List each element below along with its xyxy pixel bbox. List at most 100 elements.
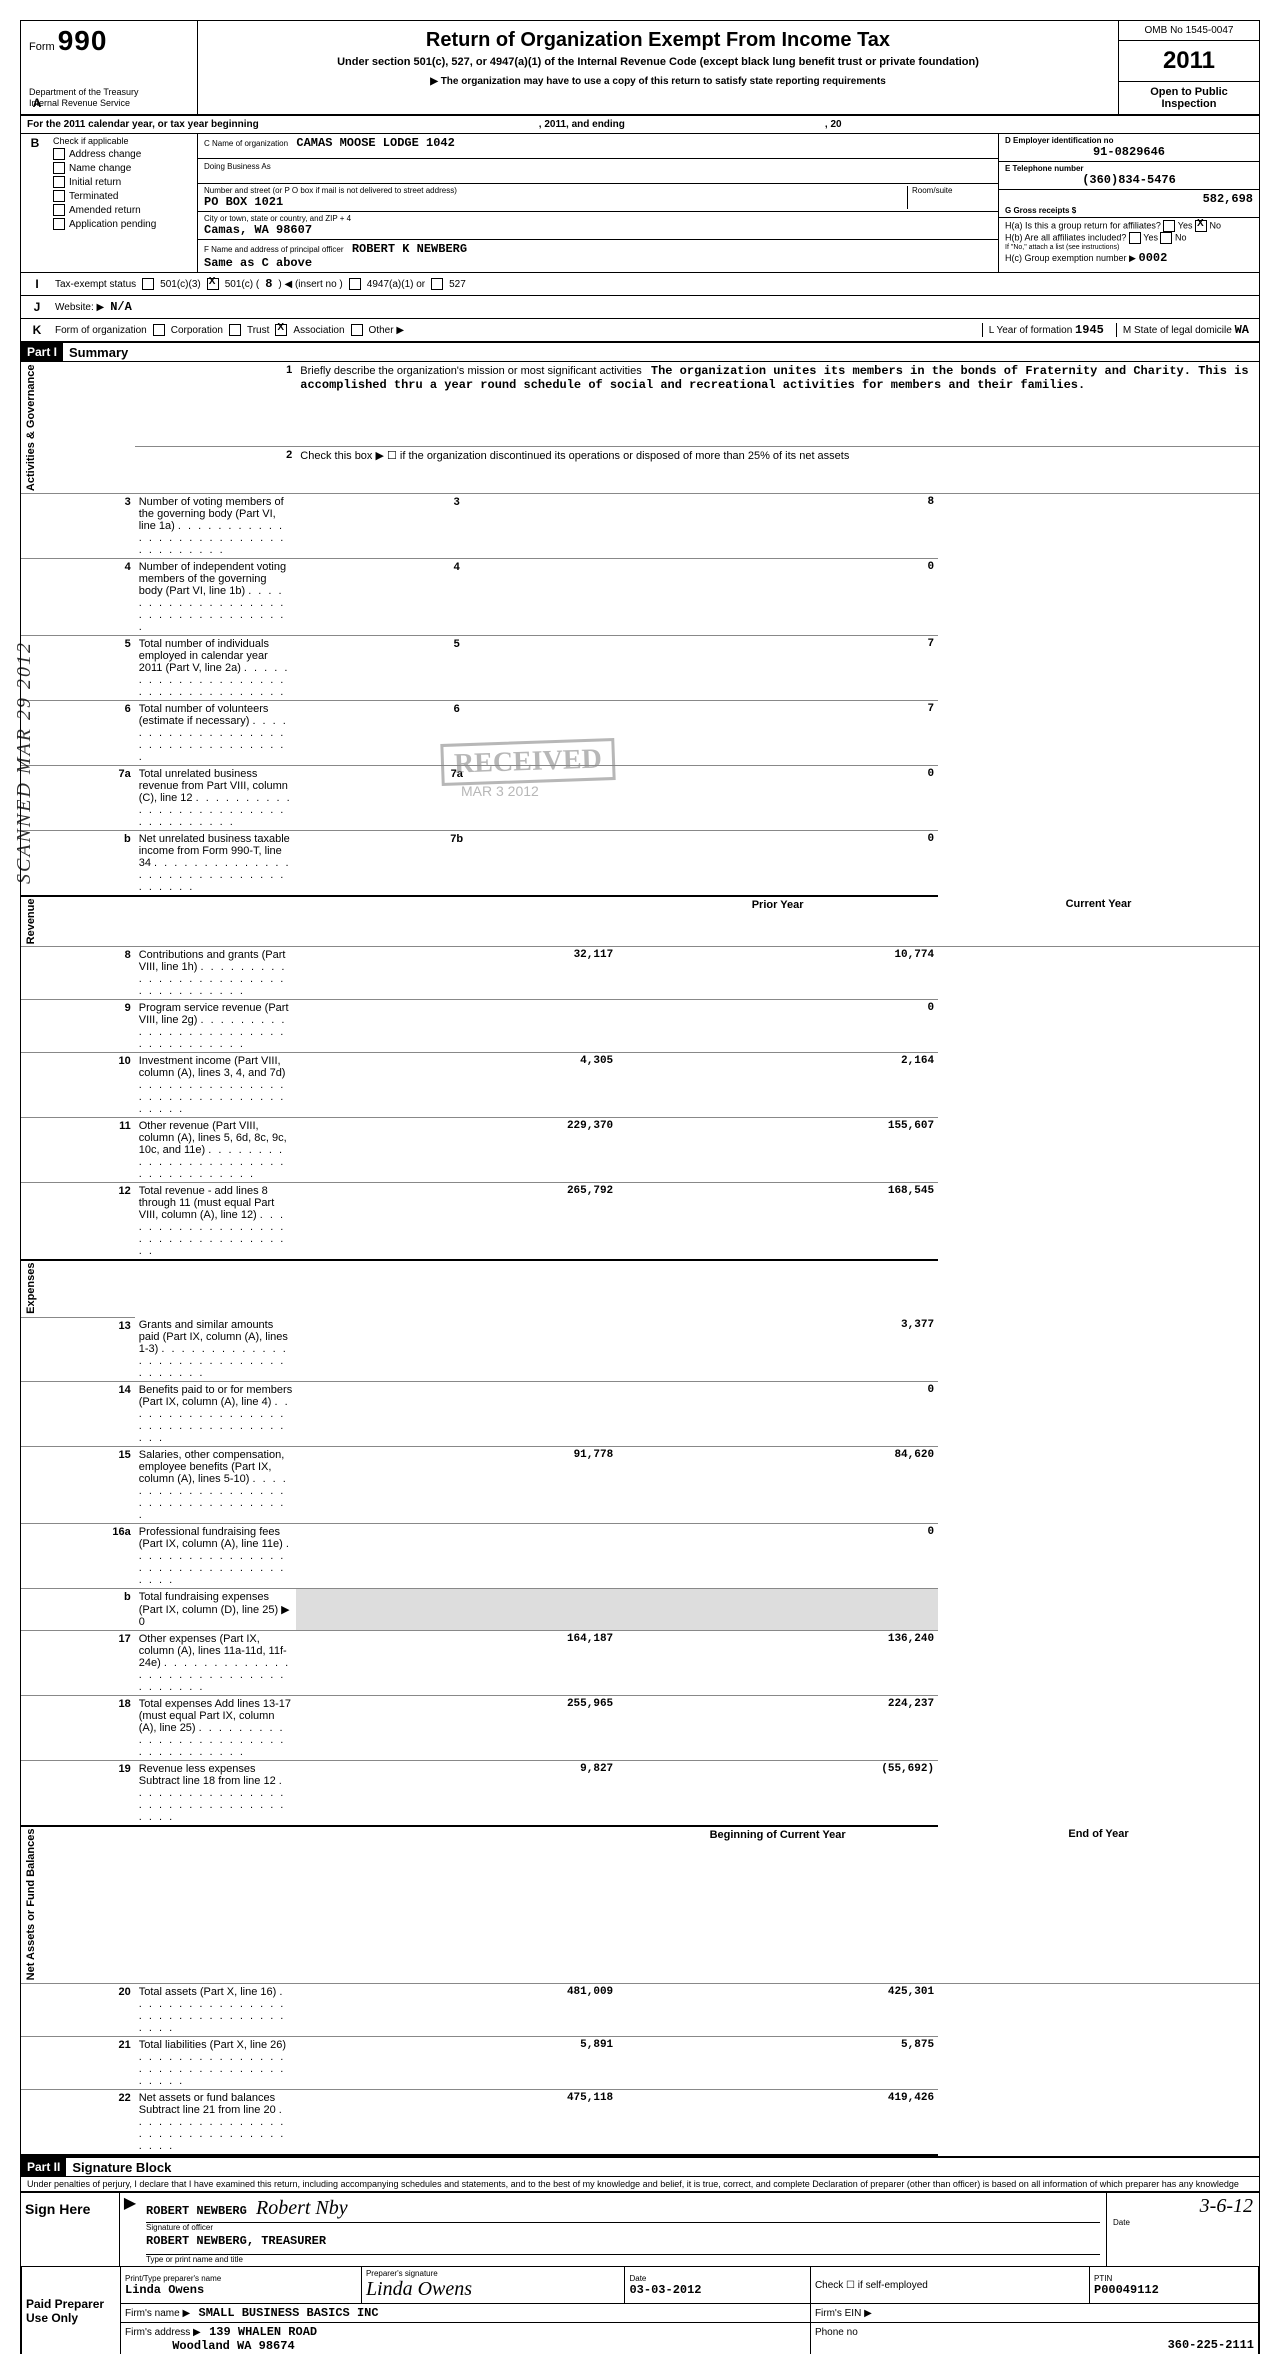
line-num: 21 bbox=[21, 2037, 135, 2090]
gross-value: 582,698 bbox=[1005, 192, 1253, 206]
curr-val: 10,774 bbox=[617, 947, 938, 1000]
line-num: 10 bbox=[21, 1053, 135, 1118]
line-desc: Total liabilities (Part X, line 26) bbox=[135, 2037, 297, 2090]
sign-block: Sign Here ▶ ROBERT NEWBERG Robert Nby Si… bbox=[21, 2191, 1259, 2266]
ein-value: 91-0829646 bbox=[1005, 145, 1253, 159]
prior-val bbox=[296, 1000, 617, 1053]
expense-line-13: 13Grants and similar amounts paid (Part … bbox=[21, 1317, 1259, 1382]
sign-date-col: 3-6-12 Date bbox=[1106, 2193, 1259, 2266]
corp-box[interactable] bbox=[153, 324, 165, 336]
line-num: 6 bbox=[21, 700, 135, 765]
line-desc: Total unrelated business revenue from Pa… bbox=[135, 765, 297, 830]
line-col: 4 bbox=[296, 558, 617, 635]
line-col: 7a bbox=[296, 765, 617, 830]
sign-date-label: Date bbox=[1113, 2218, 1253, 2227]
row-i: I Tax-exempt status 501(c)(3) 501(c) ( 8… bbox=[21, 273, 1259, 296]
row-j: J Website: ▶ N/A bbox=[21, 296, 1259, 319]
line-num: 4 bbox=[21, 558, 135, 635]
line-col: 5 bbox=[296, 635, 617, 700]
summary-line-b: bNet unrelated business taxable income f… bbox=[21, 830, 1259, 896]
revenue-line-10: 10Investment income (Part VIII, column (… bbox=[21, 1053, 1259, 1118]
firm-addr-label: Firm's address ▶ bbox=[125, 2327, 201, 2338]
expense-line-b: bTotal fundraising expenses (Part IX, co… bbox=[21, 1589, 1259, 1631]
prior-val: 9,827 bbox=[296, 1761, 617, 1827]
line-desc: Net unrelated business taxable income fr… bbox=[135, 830, 297, 896]
year-form-val: 1945 bbox=[1075, 323, 1104, 337]
part2-header: Part II Signature Block bbox=[21, 2156, 1259, 2177]
prior-val: 91,778 bbox=[296, 1447, 617, 1524]
prep-check-label: Check ☐ if self-employed bbox=[815, 2280, 928, 2291]
check-pending[interactable]: Application pending bbox=[53, 218, 193, 230]
sig-of-officer-label: Signature of officer bbox=[146, 2223, 1100, 2232]
501c-box[interactable] bbox=[207, 278, 219, 290]
prep-sig-label: Preparer's signature bbox=[366, 2269, 621, 2278]
527-box[interactable] bbox=[431, 278, 443, 290]
revenue-line-8: 8Contributions and grants (Part VIII, li… bbox=[21, 947, 1259, 1000]
line-num: 18 bbox=[21, 1696, 135, 1761]
prior-val: 4,305 bbox=[296, 1053, 617, 1118]
sign-arrow-icon: ▶ bbox=[120, 2193, 140, 2266]
hb-no-box[interactable] bbox=[1160, 232, 1172, 244]
part1-title: Summary bbox=[63, 345, 128, 360]
ptin-label: PTIN bbox=[1094, 2274, 1254, 2283]
line-num: 19 bbox=[21, 1761, 135, 1827]
ha-label: H(a) Is this a group return for affiliat… bbox=[1005, 220, 1161, 230]
firm-phone: 360-225-2111 bbox=[1168, 2338, 1254, 2352]
prior-val: 32,117 bbox=[296, 947, 617, 1000]
tax-year: 2011 bbox=[1119, 41, 1259, 82]
hc-label: H(c) Group exemption number ▶ bbox=[1005, 253, 1136, 263]
prep-check-cell: Check ☐ if self-employed bbox=[810, 2267, 1089, 2304]
h-block: H(a) Is this a group return for affiliat… bbox=[999, 218, 1259, 267]
officer-sig-name: ROBERT NEWBERG bbox=[146, 2204, 247, 2218]
hb-yes-box[interactable] bbox=[1129, 232, 1141, 244]
center-block: C Name of organization CAMAS MOOSE LODGE… bbox=[198, 134, 999, 272]
check-address[interactable]: Address change bbox=[53, 148, 193, 160]
line-desc: Other expenses (Part IX, column (A), lin… bbox=[135, 1631, 297, 1696]
trust-box[interactable] bbox=[229, 324, 241, 336]
curr-val: (55,692) bbox=[617, 1761, 938, 1827]
expense-line-19: 19Revenue less expenses Subtract line 18… bbox=[21, 1761, 1259, 1827]
summary-table: Activities & Governance 1 Briefly descri… bbox=[21, 362, 1259, 2156]
curr-val: 0 bbox=[617, 1000, 938, 1053]
ha-no-box[interactable] bbox=[1195, 220, 1207, 232]
prior-val: 229,370 bbox=[296, 1118, 617, 1183]
officer-signature: Robert Nby bbox=[256, 2197, 348, 2219]
curr-val: 224,237 bbox=[617, 1696, 938, 1761]
firm-addr2: Woodland WA 98674 bbox=[172, 2339, 294, 2353]
subtitle: Under section 501(c), 527, or 4947(a)(1)… bbox=[202, 56, 1114, 68]
phone-value: (360)834-5476 bbox=[1005, 173, 1253, 187]
line-num: 16a bbox=[21, 1524, 135, 1589]
assoc-box[interactable] bbox=[275, 324, 287, 336]
line-desc: Total revenue - add lines 8 through 11 (… bbox=[135, 1183, 297, 1261]
line-num: 5 bbox=[21, 635, 135, 700]
check-terminated[interactable]: Terminated bbox=[53, 190, 193, 202]
form-number-cell: A Form 990 Department of the Treasury In… bbox=[21, 21, 198, 114]
street-value: PO BOX 1021 bbox=[204, 195, 907, 209]
firm-name-label: Firm's name ▶ bbox=[125, 2308, 190, 2319]
check-name[interactable]: Name change bbox=[53, 162, 193, 174]
prior-val: 265,792 bbox=[296, 1183, 617, 1261]
check-column: Check if applicable Address change Name … bbox=[49, 134, 198, 272]
check-amended[interactable]: Amended return bbox=[53, 204, 193, 216]
form-990-container: SCANNED MAR 29 2012 A Form 990 Departmen… bbox=[20, 20, 1260, 2354]
other-box[interactable] bbox=[351, 324, 363, 336]
ha-yes-box[interactable] bbox=[1163, 220, 1175, 232]
line-num: 22 bbox=[21, 2090, 135, 2156]
dba-label: Doing Business As bbox=[204, 162, 271, 171]
4947-box[interactable] bbox=[349, 278, 361, 290]
line-desc: Revenue less expenses Subtract line 18 f… bbox=[135, 1761, 297, 1827]
street-label: Number and street (or P O box if mail is… bbox=[204, 186, 907, 195]
check-initial[interactable]: Initial return bbox=[53, 176, 193, 188]
curr-val: 3,377 bbox=[617, 1317, 938, 1382]
501c3-box[interactable] bbox=[142, 278, 154, 290]
current-year-hdr: Current Year bbox=[938, 896, 1259, 947]
prep-sig-cell: Preparer's signature Linda Owens bbox=[361, 2267, 625, 2304]
perjury-text: Under penalties of perjury, I declare th… bbox=[21, 2177, 1259, 2191]
state-label: M State of legal domicile bbox=[1123, 325, 1232, 336]
summary-line-5: 5Total number of individuals employed in… bbox=[21, 635, 1259, 700]
firm-addr1: 139 WHALEN ROAD bbox=[209, 2325, 317, 2339]
right-block: D Employer identification no 91-0829646 … bbox=[999, 134, 1259, 272]
prior-val: 164,187 bbox=[296, 1631, 617, 1696]
form-word: Form bbox=[29, 41, 55, 53]
curr-val: 5,875 bbox=[617, 2037, 938, 2090]
